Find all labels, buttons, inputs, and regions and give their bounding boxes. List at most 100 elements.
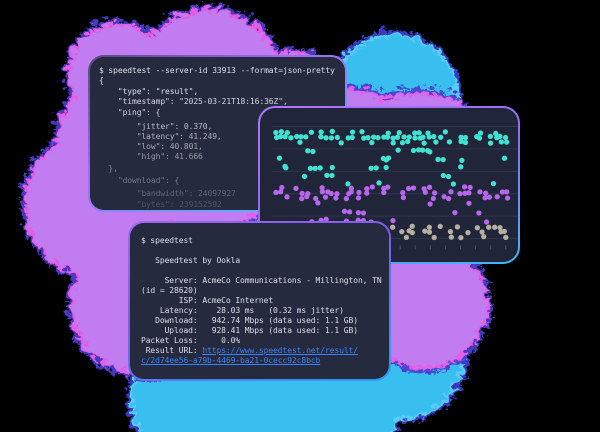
purple-series-dot (279, 184, 285, 191)
purple-series-dot (323, 216, 329, 222)
gray-series-dot (448, 234, 454, 240)
teal-series-dot (277, 133, 284, 140)
teal-series-dot (405, 138, 411, 145)
json-terminal-line: "high": 41.666 (99, 152, 203, 161)
teal-series-dot (278, 129, 285, 135)
gray-series-dot (403, 234, 410, 240)
purple-series-dot (319, 185, 325, 191)
teal-series-dot (401, 134, 407, 140)
purple-series-dot (293, 185, 299, 192)
purple-series-dot (369, 184, 376, 190)
teal-series-dot (406, 134, 412, 140)
teal-series-dot (375, 134, 381, 141)
gray-series-dot (426, 229, 433, 235)
teal-series-dot (501, 155, 508, 161)
teal-series-dot (365, 134, 371, 141)
purple-series-dot (341, 208, 348, 214)
teal-series-dot (301, 173, 308, 180)
gray-series-dot (465, 230, 471, 236)
teal-series-dot (390, 140, 396, 146)
result-terminal-line: Packet Loss: 0.0% (141, 336, 241, 345)
teal-series-dot (345, 135, 351, 141)
teal-series-dot (307, 165, 314, 171)
teal-series-dot (412, 130, 418, 136)
teal-series-dot (458, 164, 464, 170)
teal-series-dot (329, 128, 335, 135)
teal-series-dot (419, 147, 426, 153)
teal-series-dot (380, 155, 387, 162)
purple-series-dot (430, 195, 436, 202)
purple-series-dot (504, 189, 510, 195)
purple-series-dot (400, 189, 406, 196)
json-terminal-line: "type": "result", (99, 87, 199, 96)
result-terminal-line: ISP: AcmeCo Internet (141, 296, 274, 305)
result-terminal-line: $ speedtest (141, 236, 193, 245)
teal-series-dot (328, 135, 335, 141)
teal-series-dot (376, 180, 382, 186)
teal-series-dot (329, 164, 335, 171)
teal-series-dot (310, 148, 316, 155)
purple-series-dot (319, 189, 326, 195)
purple-series-dot (461, 184, 468, 190)
purple-series-dot (476, 210, 482, 216)
teal-series-dot (427, 149, 433, 155)
gray-series-dot (474, 225, 480, 231)
purple-series-dot (328, 190, 334, 197)
teal-series-dot (345, 181, 351, 187)
purple-series-dot (355, 195, 362, 201)
purple-series-dot (299, 190, 305, 197)
purple-series-dot (466, 190, 472, 196)
json-terminal-line: "latency": 41.249, (99, 132, 222, 141)
json-terminal-line: "low": 40.801, (99, 142, 203, 151)
teal-series-dot (288, 135, 294, 141)
purple-series-dot (405, 185, 412, 192)
result-terminal-line: Speedtest by Ookla (141, 256, 241, 265)
gray-series-dot (409, 230, 415, 236)
purple-series-dot (356, 189, 362, 196)
teal-series-dot (282, 134, 288, 140)
teal-series-dot (370, 134, 377, 140)
gray-series-dot (409, 223, 415, 229)
teal-series-dot (440, 157, 446, 163)
result-terminal-line (141, 246, 378, 256)
teal-series-dot (487, 140, 494, 146)
purple-series-dot (410, 185, 417, 191)
purple-series-dot (385, 184, 391, 190)
purple-series-dot (334, 191, 340, 197)
result-terminal-window: $ speedtest Speedtest by Ookla Server: A… (128, 221, 391, 381)
purple-series-dot (299, 196, 305, 202)
json-terminal-line: "jitter": 0.370, (99, 122, 213, 131)
json-terminal-line: $ speedtest --server-id 33913 --format=j… (99, 66, 335, 75)
gray-series-dot (501, 228, 507, 235)
purple-series-dot (284, 194, 290, 200)
teal-series-dot (477, 130, 484, 136)
gray-series-dot (426, 224, 433, 230)
teal-series-dot (338, 140, 344, 146)
result-url-link[interactable]: https://www.speedtest.net/result/ (202, 346, 358, 355)
teal-series-dot (504, 139, 510, 145)
teal-series-dot (421, 140, 427, 146)
purple-series-dot (504, 195, 511, 201)
gray-series-dot (454, 224, 461, 230)
json-terminal-line: { (99, 76, 104, 85)
gray-series-dot (389, 224, 396, 230)
teal-series-dot (298, 134, 304, 140)
purple-series-dot (333, 195, 339, 201)
teal-series-dot (305, 148, 311, 154)
purple-series-dot (486, 194, 493, 200)
teal-series-dot (308, 129, 315, 135)
teal-series-dot (390, 135, 396, 141)
teal-series-dot (437, 134, 444, 140)
teal-series-dot (349, 134, 355, 141)
teal-series-dot (395, 147, 401, 153)
purple-series-dot (457, 190, 463, 197)
teal-series-dot (459, 157, 465, 163)
purple-series-dot (312, 195, 319, 202)
purple-series-dot (381, 189, 387, 196)
result-url-link[interactable]: c/2d74ee56-a79b-4469-ba21-0cecc92c8bcb (141, 356, 321, 365)
teal-series-dot (433, 139, 439, 145)
gray-series-dot (481, 234, 487, 240)
teal-series-dot (385, 155, 392, 161)
teal-series-dot (303, 134, 309, 140)
teal-series-dot (312, 165, 318, 171)
